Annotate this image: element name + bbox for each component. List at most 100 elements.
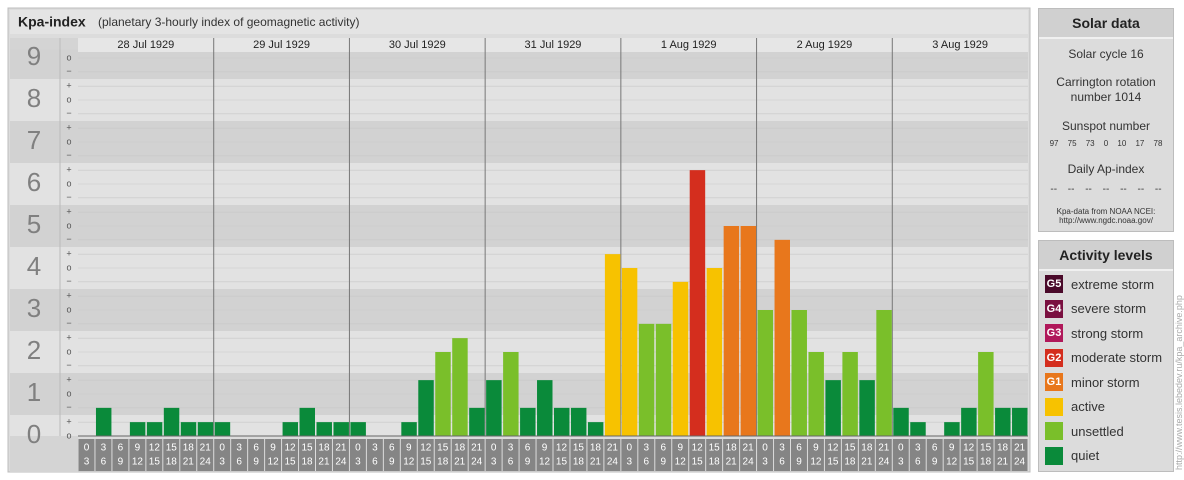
hour-end: 6 [779,457,785,468]
hour-end: 6 [644,457,650,468]
hour-start: 3 [101,443,107,454]
hour-end: 9 [389,457,395,468]
hour-box [723,439,740,471]
hour-end: 24 [878,457,890,468]
bar [503,352,519,436]
legend-label: severe storm [1071,301,1147,316]
hour-start: 6 [253,443,259,454]
hour-box [231,439,248,471]
bar [554,407,570,436]
hour-start: 21 [607,443,619,454]
hour-start: 18 [318,443,330,454]
ap-value: -- [1120,184,1127,195]
legend-swatch [1045,422,1063,440]
hour-end: 15 [149,457,161,468]
hour-box [909,439,926,471]
hour-start: 21 [878,443,890,454]
levels-panel: Activity levels G5 extreme storm G4 severe … [1038,240,1174,472]
hour-box [248,439,265,471]
hour-end: 18 [166,457,178,468]
day-label: 30 Jul 1929 [389,39,446,51]
hour-box [112,439,129,471]
hour-box [858,439,875,471]
ap-value: -- [1067,184,1075,195]
hour-start: 18 [861,443,873,454]
hour-start: 21 [335,443,347,454]
hour-box [638,439,655,471]
sunspot-number: 10 [1117,139,1127,148]
ap-value: -- [1137,184,1145,195]
hour-box [434,439,451,471]
hour-start: 21 [200,443,212,454]
hour-end: 18 [844,457,856,468]
hour-box [282,439,299,471]
hour-start: 18 [590,443,602,454]
bar [214,422,231,436]
minor-tick-label: o [66,388,71,398]
hour-start: 9 [949,443,955,454]
bar [197,422,214,436]
legend-item: unsettled [1045,421,1124,441]
bar [163,407,180,436]
hour-start: 3 [779,443,785,454]
sunspot-number: 78 [1153,139,1163,148]
day-label: 31 Jul 1929 [525,39,582,51]
hour-box [960,439,977,471]
minor-tick-label: − [66,66,71,76]
bar [452,338,468,436]
hour-start: 21 [471,443,483,454]
hour-box [587,439,604,471]
minor-tick-label: + [66,249,71,259]
hour-box [502,439,519,471]
legend-label: strong storm [1071,325,1144,341]
hour-start: 21 [743,443,755,454]
bar [791,310,807,436]
legend-label: unsettled [1071,423,1124,439]
minor-tick-label: o [66,304,71,314]
sunspot-number: 17 [1135,139,1145,148]
ap-value: -- [1050,184,1058,195]
hour-end: 21 [590,457,602,468]
hour-end: 18 [980,457,992,468]
minor-tick-label: + [66,417,71,427]
y-tick-label: 6 [27,167,41,197]
hour-end: 15 [284,457,296,468]
hour-box [163,439,180,471]
y-tick-label: 4 [27,251,41,281]
bar [995,407,1011,436]
source-url: http://www.ngdc.noaa.gov/ [1059,216,1153,225]
bar [469,407,485,436]
legend-label: minor storm [1071,374,1140,390]
bar [95,407,112,436]
hour-start: 12 [827,443,839,454]
bar [129,422,146,436]
bar [910,422,926,436]
bar [418,380,434,436]
y-tick-label: 3 [27,293,41,323]
minor-tick-label: + [66,123,71,133]
hour-box [553,439,570,471]
hour-end: 6 [236,457,242,468]
chart-subtitle: (planetary 3-hourly index of geomagnetic… [98,15,359,29]
hour-box [519,439,536,471]
bar [672,281,689,436]
hour-end: 12 [946,457,958,468]
hour-start: 18 [183,443,195,454]
day-label: 2 Aug 1929 [797,39,853,51]
bar [774,239,790,436]
carrington: Carrington rotation number 1014 [1056,75,1156,104]
hour-end: 15 [827,457,839,468]
hour-start: 0 [898,443,904,454]
hour-end: 18 [709,457,721,468]
hour-start: 12 [692,443,704,454]
hour-end: 24 [471,457,483,468]
date-row [78,38,1028,52]
minor-tick-label: o [66,220,71,230]
bar [486,380,502,436]
day-label: 28 Jul 1929 [117,39,174,51]
hour-end: 6 [101,457,107,468]
bar [570,407,587,436]
hour-start: 6 [389,443,395,454]
hour-box [316,439,332,471]
